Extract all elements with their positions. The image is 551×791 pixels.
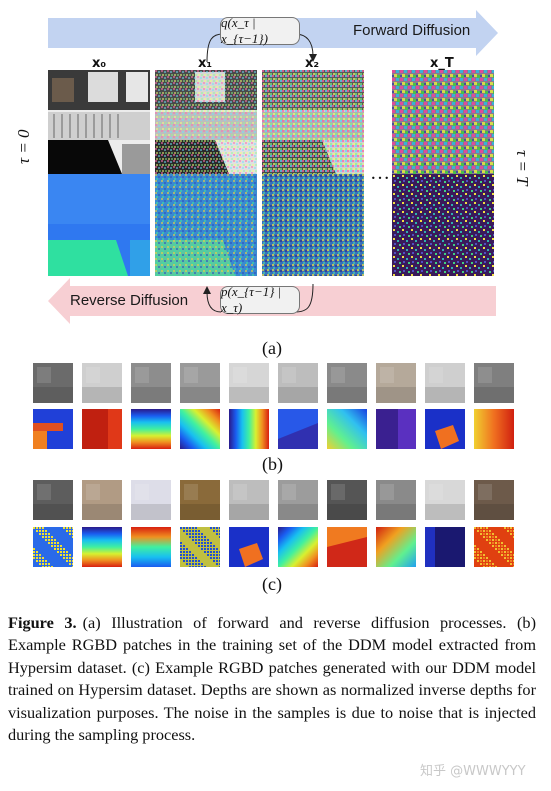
figure-caption: Figure 3. (a) Illustration of forward and… — [8, 612, 536, 746]
panel-a-label: (a) — [262, 338, 282, 358]
train-depth-patch-3 — [131, 409, 171, 449]
train-depth-patch-9 — [425, 409, 465, 449]
reverse-formula-box: p(x_{τ−1} | x_τ) — [220, 284, 300, 315]
train-depth-patch-2 — [82, 409, 122, 449]
depth-noisy-tile-1 — [155, 174, 257, 276]
rgb-noisy-tile-2 — [262, 70, 364, 174]
gen-depth-patch-8 — [376, 527, 416, 567]
var-xT-label: x_T — [430, 56, 454, 71]
gen-depth-patch-10 — [474, 527, 514, 567]
var-x0-label: x₀ — [92, 56, 107, 71]
var-x2-label: x₂ — [305, 56, 320, 71]
gen-rgb-patch-4 — [180, 480, 220, 520]
gen-rgb-patch-1 — [33, 480, 73, 520]
gen-rgb-patch-2 — [82, 480, 122, 520]
gen-depth-patch-3 — [131, 527, 171, 567]
left-axis-label: τ = 0 — [14, 129, 33, 164]
right-axis-label: τ = T — [513, 150, 532, 186]
gen-depth-patch-9 — [425, 527, 465, 567]
rgb-clean-tile — [48, 70, 150, 174]
watermark: 知乎 @WWWYYY — [420, 764, 526, 779]
train-depth-patch-8 — [376, 409, 416, 449]
train-rgb-patch-7 — [327, 363, 367, 403]
gen-rgb-patch-7 — [327, 480, 367, 520]
panel-b-training-patches: (b) — [0, 363, 551, 474]
var-x1-label: x₁ — [198, 56, 213, 71]
forward-formula: q(x_τ | x_{τ−1}) — [221, 15, 268, 46]
reverse-formula-connector — [203, 283, 314, 313]
train-rgb-patch-6 — [278, 363, 318, 403]
depth-noise-tile-T — [392, 174, 494, 276]
train-rgb-patch-1 — [33, 363, 73, 403]
gen-depth-patch-5 — [229, 527, 269, 567]
train-depth-patch-5 — [229, 409, 269, 449]
rgb-noisy-tile-1 — [155, 70, 257, 174]
train-rgb-patch-4 — [180, 363, 220, 403]
figure-number: Figure 3. — [8, 613, 77, 632]
forward-formula-box: q(x_τ | x_{τ−1}) — [220, 15, 300, 46]
caption-text: (a) Illustration of forward and reverse … — [8, 613, 536, 745]
gen-rgb-patch-6 — [278, 480, 318, 520]
gen-depth-patch-2 — [82, 527, 122, 567]
panel-a-diffusion-illustration: Forward Diffusion q(x_τ | x_{τ−1}) x₀ x₁… — [0, 0, 551, 358]
depth-clean-tile — [48, 174, 150, 276]
gen-depth-patch-6 — [278, 527, 318, 567]
panel-c-label: (c) — [262, 574, 282, 594]
ellipsis: … — [370, 162, 391, 184]
train-depth-patch-7 — [327, 409, 367, 449]
gen-rgb-patch-8 — [376, 480, 416, 520]
train-depth-patch-1 — [33, 409, 73, 449]
rgb-noise-tile-T — [392, 70, 494, 174]
train-rgb-patch-5 — [229, 363, 269, 403]
train-rgb-patch-8 — [376, 363, 416, 403]
train-depth-patch-6 — [278, 409, 318, 449]
gen-depth-patch-7 — [327, 527, 367, 567]
panel-b-label: (b) — [262, 454, 283, 474]
train-rgb-patch-2 — [82, 363, 122, 403]
train-rgb-patch-3 — [131, 363, 171, 403]
train-depth-patch-4 — [180, 409, 220, 449]
gen-depth-patch-4 — [180, 527, 220, 567]
forward-diffusion-label: Forward Diffusion — [353, 22, 471, 39]
depth-noisy-tile-2 — [262, 174, 364, 276]
gen-depth-patch-1 — [33, 527, 73, 567]
train-rgb-patch-10 — [474, 363, 514, 403]
gen-rgb-patch-5 — [229, 480, 269, 520]
gen-rgb-patch-9 — [425, 480, 465, 520]
reverse-diffusion-label: Reverse Diffusion — [70, 292, 189, 309]
reverse-formula: p(x_{τ−1} | x_τ) — [221, 284, 282, 315]
gen-rgb-patch-10 — [474, 480, 514, 520]
panel-c-generated-patches: (c) — [0, 480, 551, 595]
train-rgb-patch-9 — [425, 363, 465, 403]
gen-rgb-patch-3 — [131, 480, 171, 520]
train-depth-patch-10 — [474, 409, 514, 449]
